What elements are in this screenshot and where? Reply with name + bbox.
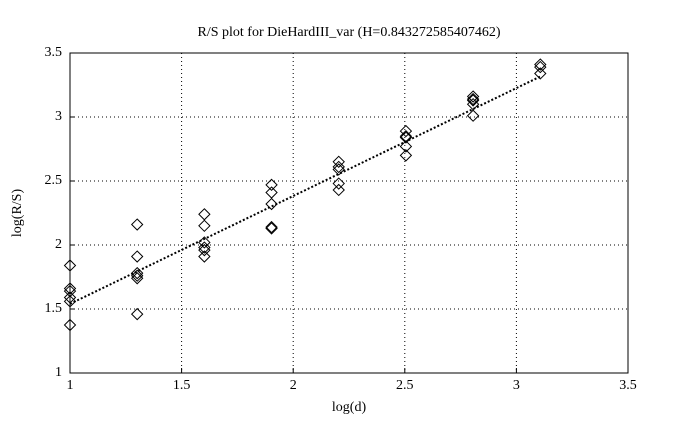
y-tick-label: 2 — [55, 237, 62, 252]
data-point — [198, 241, 211, 254]
data-point — [332, 155, 345, 169]
x-tick-label: 1 — [67, 378, 74, 393]
data-point — [265, 178, 278, 192]
data-point — [130, 218, 144, 231]
data-point — [130, 272, 144, 285]
fit-line — [69, 75, 541, 305]
data-point — [63, 282, 77, 295]
y-tick-label: 3.5 — [45, 45, 63, 60]
data-point — [399, 140, 413, 153]
data-point — [332, 183, 345, 197]
plot-frame — [69, 52, 629, 374]
data-point — [534, 58, 547, 71]
data-point — [63, 295, 77, 308]
data-point — [399, 131, 413, 144]
data-point — [466, 92, 480, 106]
data-point — [399, 124, 413, 138]
chart-title: R/S plot for DieHardIII_var (H=0.8432725… — [197, 25, 500, 40]
data-point — [332, 160, 345, 174]
data-point — [466, 94, 480, 107]
data-point — [198, 219, 211, 233]
y-axis-label: log(R/S) — [10, 189, 25, 238]
data-point — [534, 67, 547, 80]
data-point — [130, 266, 144, 280]
data-point — [198, 250, 211, 263]
data-point — [265, 222, 278, 235]
x-tick-label: 2.5 — [396, 378, 414, 393]
data-point — [63, 284, 77, 298]
x-tick-label: 2 — [290, 378, 297, 393]
y-tick-label: 1 — [55, 365, 62, 380]
data-point — [63, 318, 77, 332]
data-point — [130, 307, 144, 321]
data-point — [466, 90, 480, 103]
x-axis-label: log(d) — [332, 400, 367, 415]
x-tick-label: 1.5 — [173, 378, 191, 393]
y-tick-label: 3 — [55, 109, 62, 124]
data-point — [265, 197, 278, 211]
data-point — [130, 250, 144, 263]
x-tick-label: 3.5 — [619, 378, 637, 393]
data-point — [63, 259, 77, 272]
data-point — [466, 109, 480, 122]
y-tick-label: 1.5 — [45, 301, 63, 316]
x-tick-label: 3 — [513, 378, 520, 393]
data-point — [534, 60, 547, 74]
data-point — [130, 269, 144, 282]
data-point — [332, 163, 345, 176]
data-point — [332, 177, 345, 190]
data-point — [265, 220, 278, 234]
data-point — [198, 243, 211, 257]
y-tick-label: 2.5 — [45, 173, 63, 188]
data-point — [399, 149, 413, 162]
